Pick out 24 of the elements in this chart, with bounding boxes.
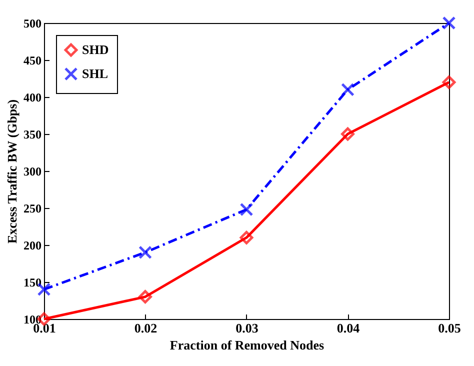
point	[240, 202, 254, 216]
point	[138, 246, 152, 260]
y-tick-label: 500	[24, 16, 42, 30]
point	[442, 16, 456, 30]
x-tick-label: 0.05	[438, 320, 462, 336]
point	[138, 290, 152, 304]
x-tick-label: 0.03	[236, 320, 259, 336]
x-tick-label: 0.02	[134, 320, 158, 336]
legend-label: SHD	[82, 42, 109, 57]
point	[240, 230, 254, 244]
y-tick-label: 450	[24, 54, 42, 68]
y-tick-label: 150	[24, 276, 42, 290]
point	[341, 82, 354, 96]
y-tick-label: 200	[24, 238, 42, 252]
y-tick-label: 300	[24, 164, 42, 178]
y-tick-label: 250	[24, 202, 42, 216]
y-axis-title: Excess Traffic BW (Gbps)	[4, 99, 20, 244]
x-axis-title: Fraction of Removed Nodes	[170, 338, 324, 352]
x-tick-label: 0.04	[336, 320, 360, 336]
y-tick-label: 350	[24, 128, 42, 142]
y-tick-label: 400	[24, 90, 42, 104]
legend-label: SHL	[82, 66, 108, 81]
point	[341, 127, 354, 141]
point	[442, 75, 456, 89]
